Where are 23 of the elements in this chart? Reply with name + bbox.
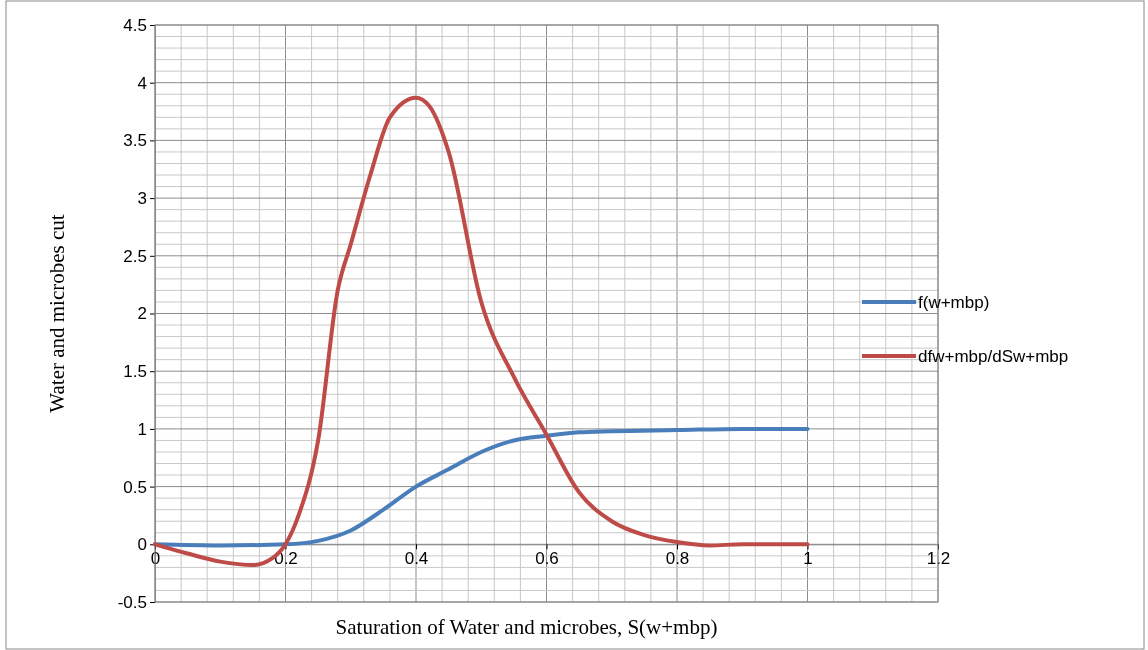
y-tick-label: 3: [137, 189, 147, 209]
x-tick-label: 0: [150, 549, 161, 569]
y-tick-label: 2: [137, 304, 147, 324]
y-tick-label: -0.5: [117, 592, 147, 612]
x-tick-label: 0.4: [404, 549, 429, 569]
y-axis-title: Water and microbes cut: [45, 214, 69, 413]
y-tick-label: 3.5: [123, 131, 147, 151]
y-tick-label: 0: [137, 535, 147, 555]
y-tick-label: 0.5: [123, 477, 147, 497]
y-tick-label: 4.5: [123, 15, 147, 35]
legend-label: dfw+mbp/dSw+mbp: [918, 347, 1069, 366]
x-axis-title: Saturation of Water and microbes, S(w+mbp): [335, 615, 718, 639]
x-tick-label: 0.6: [535, 549, 559, 569]
line-series: [153, 426, 810, 548]
y-tick-label: 1.5: [123, 362, 147, 382]
y-tick-label: 2.5: [123, 246, 147, 266]
line-series: [153, 95, 810, 568]
x-tick-label: 1.2: [926, 549, 951, 569]
y-tick-label: 4: [137, 73, 147, 93]
legend-label: f(w+mbp): [918, 293, 990, 312]
y-tick-label: 1: [137, 419, 147, 439]
x-tick-label: 0.8: [665, 549, 690, 569]
x-tick-label: 1: [803, 549, 813, 569]
